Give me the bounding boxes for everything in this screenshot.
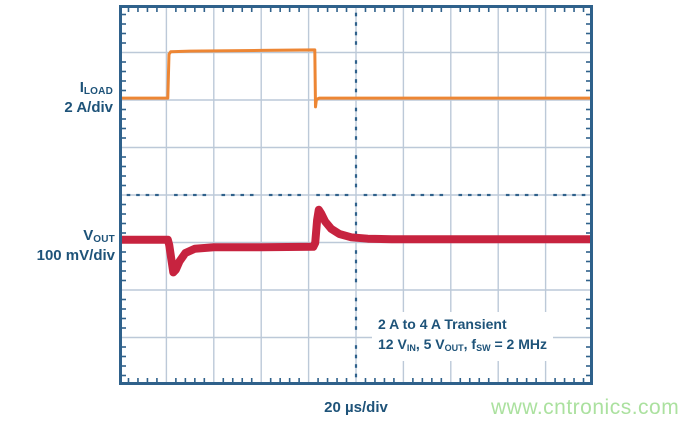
channel-scale-iload: 2 A/div (64, 99, 113, 116)
channel-label-iload: ILOAD 2 A/div (22, 80, 113, 116)
channel-name-vout: VOUT (83, 227, 115, 246)
channel-label-vout: VOUT 100 mV/div (18, 228, 115, 264)
channel-scale-vout: 100 mV/div (36, 247, 115, 264)
annotation-line1: 2 A to 4 A Transient (378, 316, 507, 332)
annotation-line2: 12 VIN, 5 VOUT, fSW = 2 MHz (378, 336, 547, 353)
transient-annotation: 2 A to 4 A Transient 12 VIN, 5 VOUT, fSW… (372, 312, 553, 361)
time-per-division-label: 20 µs/div (324, 399, 388, 416)
channel-name-iload: ILOAD (79, 79, 113, 98)
watermark: www.cntronics.com (491, 396, 679, 419)
scope-plot (119, 5, 593, 385)
